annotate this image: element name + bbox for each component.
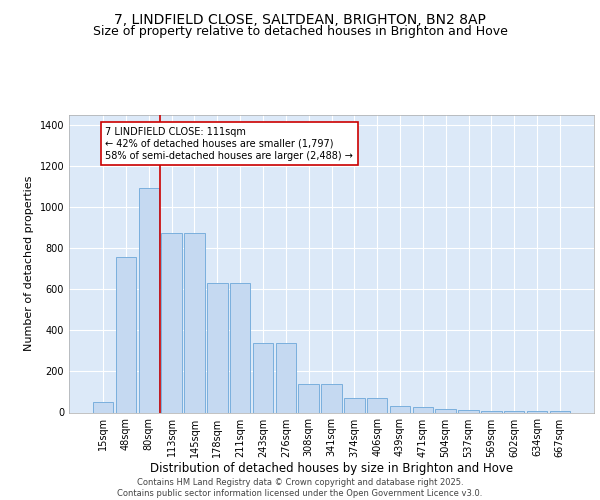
Bar: [116, 256, 136, 412]
Bar: [550, 411, 570, 412]
Text: 7 LINDFIELD CLOSE: 111sqm
← 42% of detached houses are smaller (1,797)
58% of se: 7 LINDFIELD CLOSE: 111sqm ← 42% of detac…: [106, 128, 353, 160]
Bar: [230, 283, 250, 412]
Bar: [253, 342, 273, 412]
Bar: [436, 409, 456, 412]
Bar: [481, 411, 502, 412]
Bar: [413, 407, 433, 412]
Bar: [504, 411, 524, 412]
Bar: [93, 402, 113, 412]
X-axis label: Distribution of detached houses by size in Brighton and Hove: Distribution of detached houses by size …: [150, 462, 513, 475]
Bar: [298, 384, 319, 412]
Text: Size of property relative to detached houses in Brighton and Hove: Size of property relative to detached ho…: [92, 25, 508, 38]
Y-axis label: Number of detached properties: Number of detached properties: [24, 176, 34, 352]
Bar: [321, 384, 342, 412]
Text: Contains HM Land Registry data © Crown copyright and database right 2025.
Contai: Contains HM Land Registry data © Crown c…: [118, 478, 482, 498]
Bar: [344, 398, 365, 412]
Text: 7, LINDFIELD CLOSE, SALTDEAN, BRIGHTON, BN2 8AP: 7, LINDFIELD CLOSE, SALTDEAN, BRIGHTON, …: [114, 12, 486, 26]
Bar: [184, 233, 205, 412]
Bar: [367, 398, 388, 412]
Bar: [275, 342, 296, 412]
Bar: [207, 283, 227, 412]
Bar: [139, 188, 159, 412]
Bar: [390, 406, 410, 412]
Bar: [458, 410, 479, 412]
Bar: [161, 233, 182, 412]
